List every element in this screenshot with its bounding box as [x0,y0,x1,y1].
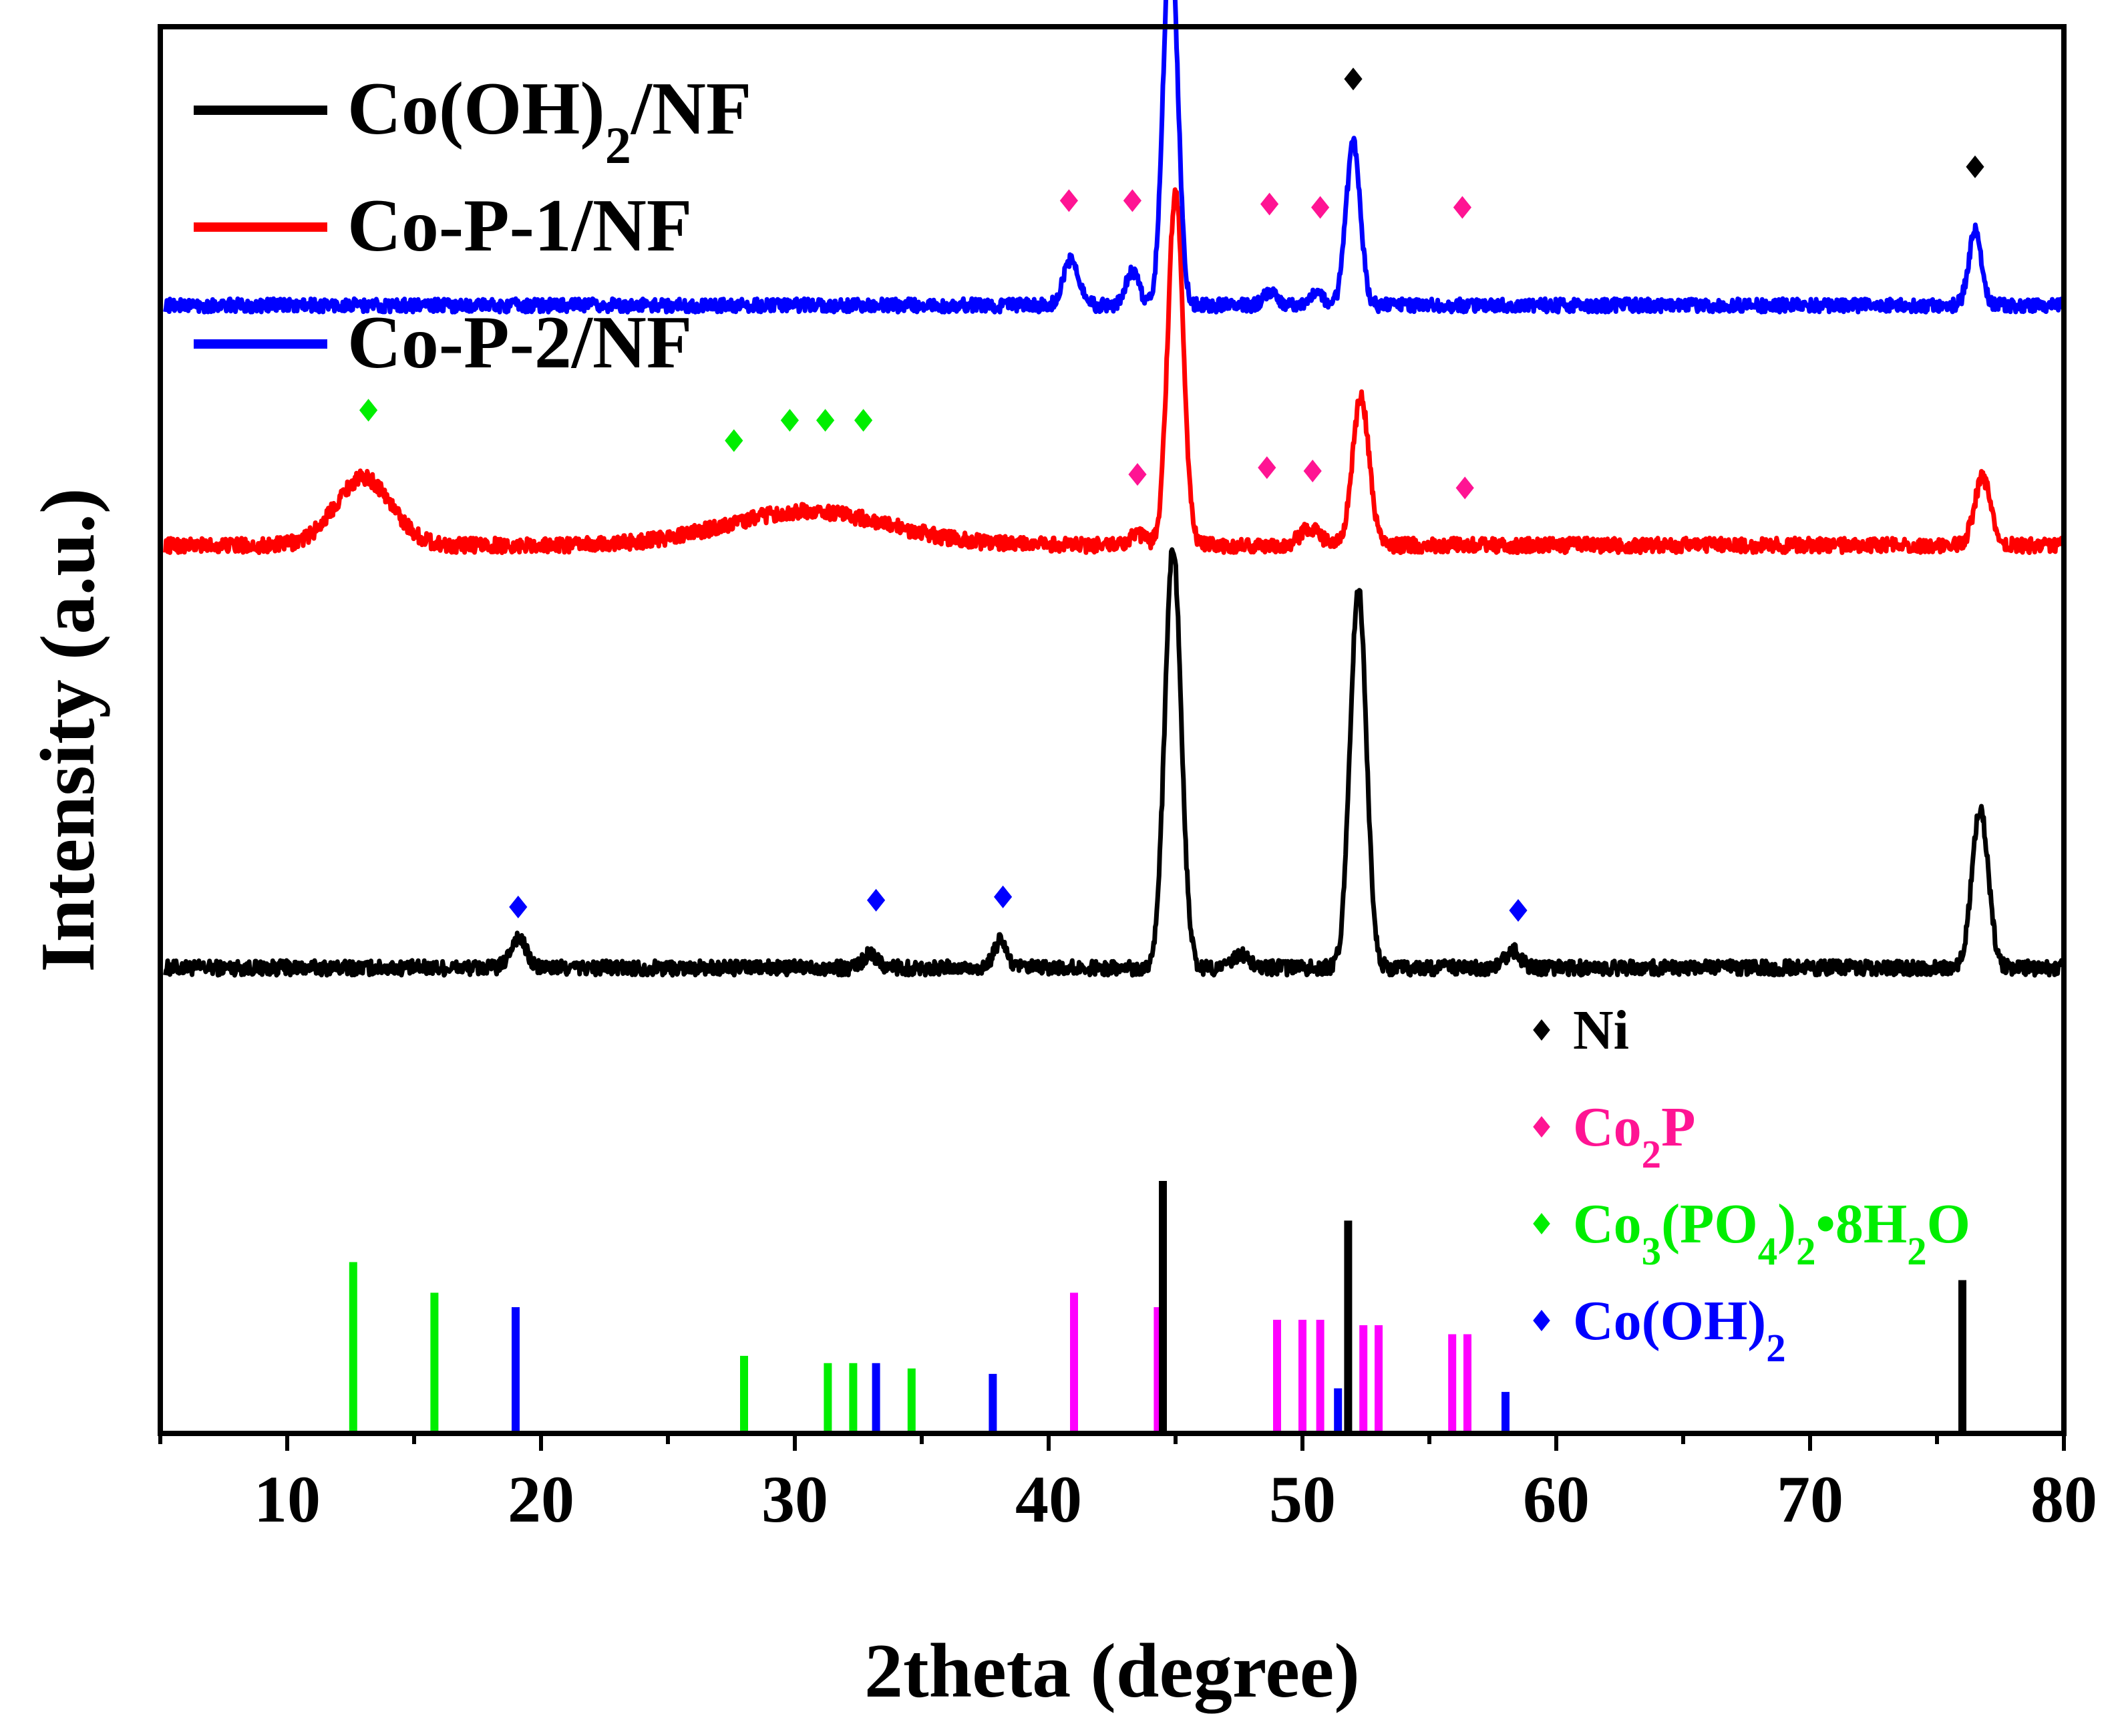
peak-markers [359,67,1984,922]
marker-co3-po4-2-8h2o [359,399,378,422]
marker-co-oh-2 [509,895,528,918]
marker-co-oh-2 [867,888,886,912]
x-tick-label: 60 [1523,1462,1590,1536]
marker-ni [1966,155,1984,178]
reference-lines [349,1181,1966,1433]
x-tick-label: 80 [2030,1462,2097,1536]
marker-co2p [1059,189,1078,212]
x-tick-label: 70 [1777,1462,1843,1536]
phase-legend-label: Co2P [1573,1096,1695,1176]
series-legend: Co(OH)2/NF Co-P-1/NF Co-P-2/NF [194,67,751,384]
y-axis-title: Intensity (a.u.) [25,488,111,972]
marker-co2p [1453,196,1471,219]
x-tick-label: 10 [254,1462,321,1536]
marker-co2p [1128,463,1147,486]
phase-legend-marker [1533,1213,1550,1234]
x-tick-label: 30 [761,1462,828,1536]
legend-label: Co-P-2/NF [347,301,692,384]
x-tick-label: 50 [1269,1462,1336,1536]
x-axis-title: 2theta (degree) [864,1628,1360,1714]
x-tick-label: 40 [1015,1462,1082,1536]
x-axis-ticks: 10 20 30 40 50 60 70 80 [158,1433,2097,1536]
marker-co3-po4-2-8h2o [854,409,873,432]
marker-co3-po4-2-8h2o [725,429,743,452]
phase-legend-label: Co3(PO4)2•8H2O [1573,1193,1970,1273]
marker-co3-po4-2-8h2o [780,409,799,432]
marker-co2p [1258,456,1276,480]
phase-legend-marker [1533,1310,1550,1331]
marker-co3-po4-2-8h2o [816,409,835,432]
series-line-co-p-2-nf [163,0,2065,315]
marker-co2p [1123,189,1141,212]
marker-co-oh-2 [994,885,1013,908]
plot-frame [158,24,2067,1436]
x-tick-label: 20 [508,1462,574,1536]
phase-legend-marker [1533,1116,1550,1138]
series-line-co-oh-2-nf [163,547,2065,978]
series-line-co-p-1-nf [163,187,2065,556]
marker-co2p [1311,196,1330,219]
marker-co2p [1260,192,1279,216]
marker-co-oh-2 [1509,898,1528,922]
marker-co2p [1455,476,1474,500]
legend-label: Co(OH)2/NF [347,67,751,174]
series-group [163,0,2065,978]
marker-co2p [1303,460,1322,483]
phase-legend: Ni Co2P Co3(PO4)2•8H2O Co(OH)2 [1533,999,1970,1370]
phase-legend-label: Ni [1573,999,1629,1061]
legend-label: Co-P-1/NF [347,184,692,267]
phase-legend-label: Co(OH)2 [1573,1290,1786,1370]
marker-ni [1344,67,1363,91]
phase-legend-marker [1533,1019,1550,1041]
